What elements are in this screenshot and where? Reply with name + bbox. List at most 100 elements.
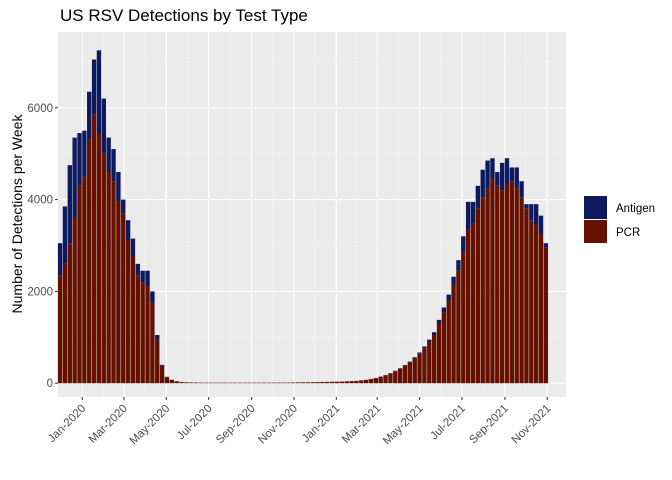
bar-pcr-week-24 [169,380,175,384]
bar-pcr-week-77 [427,341,432,384]
bar-pcr-week-60 [344,381,349,384]
bar-antigen-week-80 [441,307,447,313]
bar-pcr-week-32 [208,382,213,384]
bar-antigen-week-1 [57,243,63,276]
bar-pcr-week-61 [349,381,354,384]
bar-pcr-week-93 [504,183,510,384]
x-tick-label: Mar-2020 [87,403,130,446]
bar-antigen-week-98 [529,204,534,221]
bar-antigen-week-14 [121,199,126,214]
bar-pcr-week-19 [145,286,150,384]
x-tick-label: Nov-2020 [256,403,300,447]
bar-antigen-week-71 [397,368,403,369]
legend-key-antigen [584,196,607,219]
bar-pcr-week-83 [456,270,461,384]
bar-pcr-week-86 [470,222,476,384]
bar-antigen-week-70 [393,370,398,372]
y-tick-label: 0 [47,378,53,390]
bar-pcr-week-6 [82,176,87,384]
bar-pcr-week-28 [189,382,194,384]
legend-label-pcr: PCR [616,227,640,239]
legend-key-pcr [584,220,607,243]
bar-pcr-week-14 [121,213,126,384]
bar-pcr-week-74 [412,358,417,384]
bar-antigen-week-3 [67,165,72,244]
bar-pcr-week-76 [422,348,427,384]
bar-pcr-week-94 [509,181,515,384]
bar-pcr-week-47 [281,382,286,384]
bar-pcr-week-23 [164,377,170,384]
x-tick-label: Jul-2021 [428,403,468,443]
bar-antigen-week-94 [509,167,515,182]
bar-antigen-week-91 [495,172,500,186]
bar-antigen-week-18 [140,270,145,283]
x-tick-label: Jan-2020 [46,403,88,445]
bar-antigen-week-8 [91,59,97,115]
bar-antigen-week-20 [150,291,155,303]
bar-pcr-week-80 [441,312,447,384]
bar-antigen-week-10 [101,98,106,154]
bar-pcr-week-54 [315,382,320,384]
bar-pcr-week-12 [111,181,116,384]
bar-antigen-week-4 [72,137,77,218]
bar-antigen-week-96 [519,181,524,198]
bar-pcr-week-67 [378,376,383,384]
legend: Antigen PCR [584,196,655,243]
bar-antigen-week-99 [533,204,539,225]
bar-pcr-week-8 [91,114,97,384]
bar-pcr-week-71 [397,368,403,384]
bar-pcr-week-11 [106,172,111,384]
x-tick-label: Nov-2021 [510,403,554,447]
x-tick-label: Sep-2021 [467,403,511,447]
bar-pcr-week-84 [461,252,466,384]
x-tick-label: Jan-2021 [300,403,342,445]
bar-pcr-week-65 [368,379,374,384]
bar-pcr-week-69 [388,373,393,384]
bar-pcr-week-1 [57,275,63,384]
bar-pcr-week-56 [325,381,330,384]
bar-antigen-week-86 [470,201,476,223]
bar-antigen-week-82 [451,276,456,285]
bar-antigen-week-22 [159,364,165,366]
bar-pcr-week-34 [218,382,223,384]
bar-pcr-week-20 [150,302,155,384]
bar-pcr-week-95 [514,188,519,384]
bar-pcr-week-88 [480,197,485,384]
bar-antigen-week-6 [82,130,87,177]
bar-antigen-week-21 [155,335,160,340]
bar-pcr-week-90 [490,178,495,384]
bar-pcr-week-50 [295,382,301,384]
bar-antigen-week-90 [490,158,495,179]
bar-antigen-week-85 [465,201,471,230]
bar-pcr-week-22 [159,365,165,384]
bar-pcr-week-48 [286,382,291,384]
bar-antigen-week-97 [524,204,529,209]
bar-antigen-week-9 [96,50,102,134]
bar-pcr-week-79 [436,323,442,384]
bar-antigen-week-78 [431,332,437,336]
bar-pcr-week-62 [354,380,359,384]
legend-label-antigen: Antigen [616,203,655,215]
bar-antigen-week-93 [504,158,510,184]
y-axis-title: Number of Detections per Week [9,114,25,314]
grid-lines [58,32,566,397]
bar-antigen-week-74 [412,357,417,359]
bar-pcr-week-37 [232,382,238,384]
y-axis: 0 2000 4000 6000 [27,103,58,390]
bar-antigen-week-19 [145,270,150,287]
x-tick-label: Sep-2020 [214,403,258,447]
bar-pcr-week-70 [393,371,398,384]
bar-pcr-week-51 [300,382,306,384]
bar-pcr-week-78 [431,335,437,384]
bar-antigen-week-101 [543,243,549,248]
bar-pcr-week-9 [96,133,102,384]
bar-pcr-week-64 [363,379,369,384]
bar-antigen-week-100 [538,215,544,235]
bar-pcr-week-30 [198,382,204,384]
bar-pcr-week-21 [155,339,160,384]
bar-antigen-week-79 [436,319,442,324]
chart-title: US RSV Detections by Test Type [60,6,308,25]
bar-antigen-week-13 [116,172,121,202]
bar-antigen-week-12 [111,149,116,182]
